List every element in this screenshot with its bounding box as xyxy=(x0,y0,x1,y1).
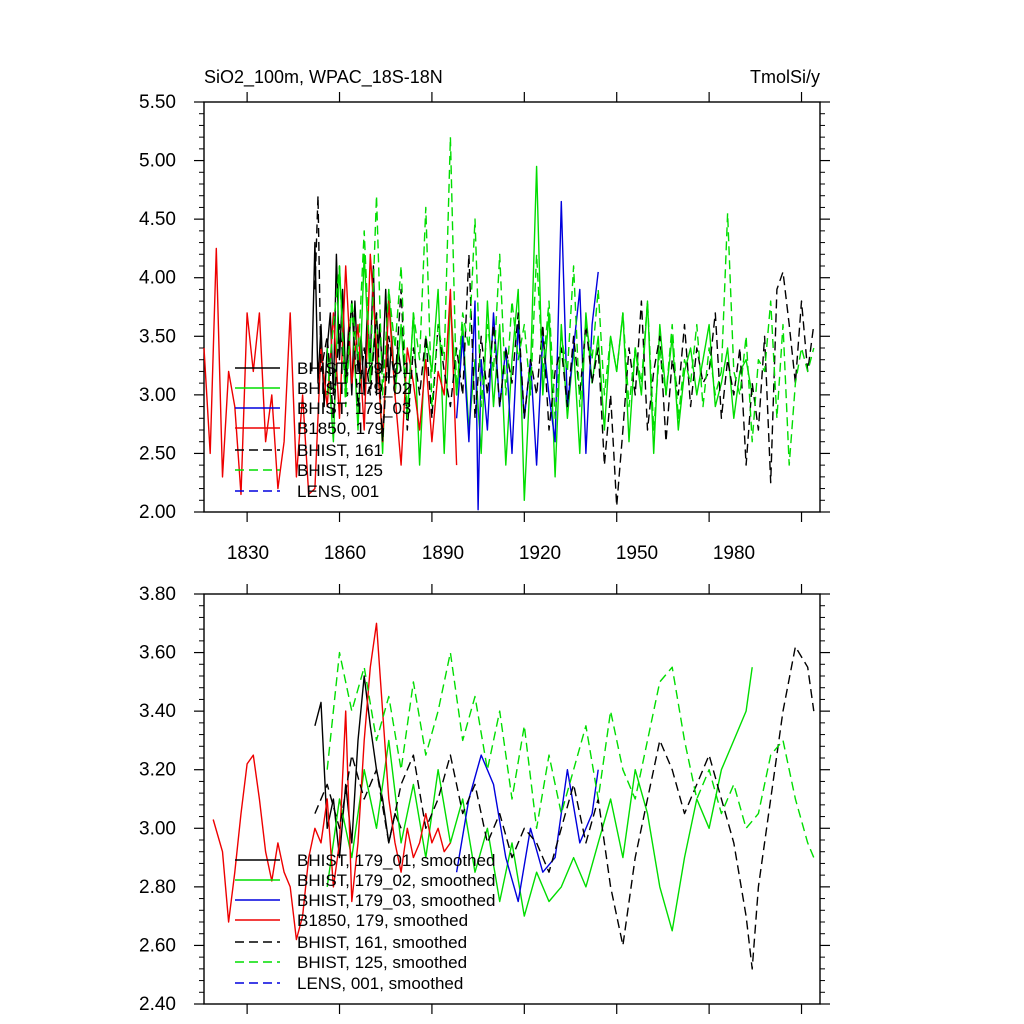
legend-label: B1850, 179, smoothed xyxy=(297,911,468,930)
legend-label: BHIST, 125 xyxy=(297,461,383,480)
legend-label: BHIST, 161, smoothed xyxy=(297,933,467,952)
legend-label: BHIST, 179_01 xyxy=(297,359,411,378)
y-tick-label: 2.40 xyxy=(139,994,176,1015)
y-tick-label: 3.40 xyxy=(139,701,176,722)
axis-ticks xyxy=(194,584,830,1014)
y-tick-label: 3.60 xyxy=(139,643,176,664)
x-tick-label: 1920 xyxy=(519,543,561,564)
legend: BHIST, 179_01, smoothed BHIST, 179_02, s… xyxy=(235,851,495,993)
x-tick-label: 1980 xyxy=(713,543,755,564)
plot-frame xyxy=(203,593,821,1005)
series-line-bhist-179-03 xyxy=(455,200,599,511)
legend-label: LENS, 001, smoothed xyxy=(297,974,463,993)
y-tick-label: 3.20 xyxy=(139,760,176,781)
legend-label: BHIST, 125, smoothed xyxy=(297,953,467,972)
chart-panel-bottom: 2.40 2.60 2.80 3.00 3.20 3.40 3.60 3.80 … xyxy=(139,584,830,1015)
series-group xyxy=(203,136,815,511)
y-axis: 2.40 2.60 2.80 3.00 3.20 3.40 3.60 3.80 xyxy=(139,584,176,1015)
series-line-bhist-125 xyxy=(326,136,815,466)
y-tick-label: 3.50 xyxy=(139,326,176,347)
x-tick-label: 1830 xyxy=(227,543,269,564)
plot-frame xyxy=(203,101,821,513)
legend-label: BHIST, 179_01, smoothed xyxy=(297,851,495,870)
series-line-bhist-161 xyxy=(314,194,815,507)
legend-label: BHIST, 179_02 xyxy=(297,379,411,398)
y-tick-label: 3.00 xyxy=(139,385,176,406)
axis-ticks xyxy=(194,92,830,522)
y-tick-label: 5.00 xyxy=(139,151,176,172)
y-tick-label: 4.00 xyxy=(139,268,176,289)
x-tick-label: 1860 xyxy=(324,543,366,564)
y-tick-label: 3.00 xyxy=(139,818,176,839)
legend: BHIST, 179_01 BHIST, 179_02 BHIST, 179_0… xyxy=(235,359,411,501)
y-tick-label: 2.50 xyxy=(139,443,176,464)
legend-label: BHIST, 161 xyxy=(297,441,383,460)
y-axis: 2.00 2.50 3.00 3.50 4.00 4.50 5.00 5.50 xyxy=(139,92,176,523)
x-tick-label: 1890 xyxy=(422,543,464,564)
y-tick-label: 2.80 xyxy=(139,877,176,898)
legend-label: BHIST, 179_03, smoothed xyxy=(297,891,495,910)
series-line-bhist-179-02 xyxy=(326,165,753,501)
legend-label: BHIST, 179_03 xyxy=(297,399,411,418)
y-tick-label: 3.80 xyxy=(139,584,176,605)
series-line-bhist-179-02-smoothed xyxy=(326,667,753,932)
chart-units: TmolSi/y xyxy=(750,67,820,87)
series-line-bhist-179-03-smoothed xyxy=(455,754,599,903)
y-tick-label: 2.00 xyxy=(139,502,176,523)
chart-title: SiO2_100m, WPAC_18S-18N xyxy=(204,67,443,88)
x-axis: 1830 1860 1890 1920 1950 1980 xyxy=(227,543,755,564)
legend-label: BHIST, 179_02, smoothed xyxy=(297,871,495,890)
series-line-b1850-179-smoothed xyxy=(212,622,451,941)
chart-panel-top: SiO2_100m, WPAC_18S-18N TmolSi/y 2.00 2.… xyxy=(139,67,830,564)
x-tick-label: 1950 xyxy=(616,543,658,564)
y-tick-label: 5.50 xyxy=(139,92,176,113)
series-line-bhist-125-smoothed xyxy=(326,651,815,858)
legend-label: B1850, 179 xyxy=(297,419,384,438)
y-tick-label: 2.60 xyxy=(139,935,176,956)
y-tick-label: 4.50 xyxy=(139,209,176,230)
legend-label: LENS, 001 xyxy=(297,482,379,501)
series-group xyxy=(212,622,815,970)
